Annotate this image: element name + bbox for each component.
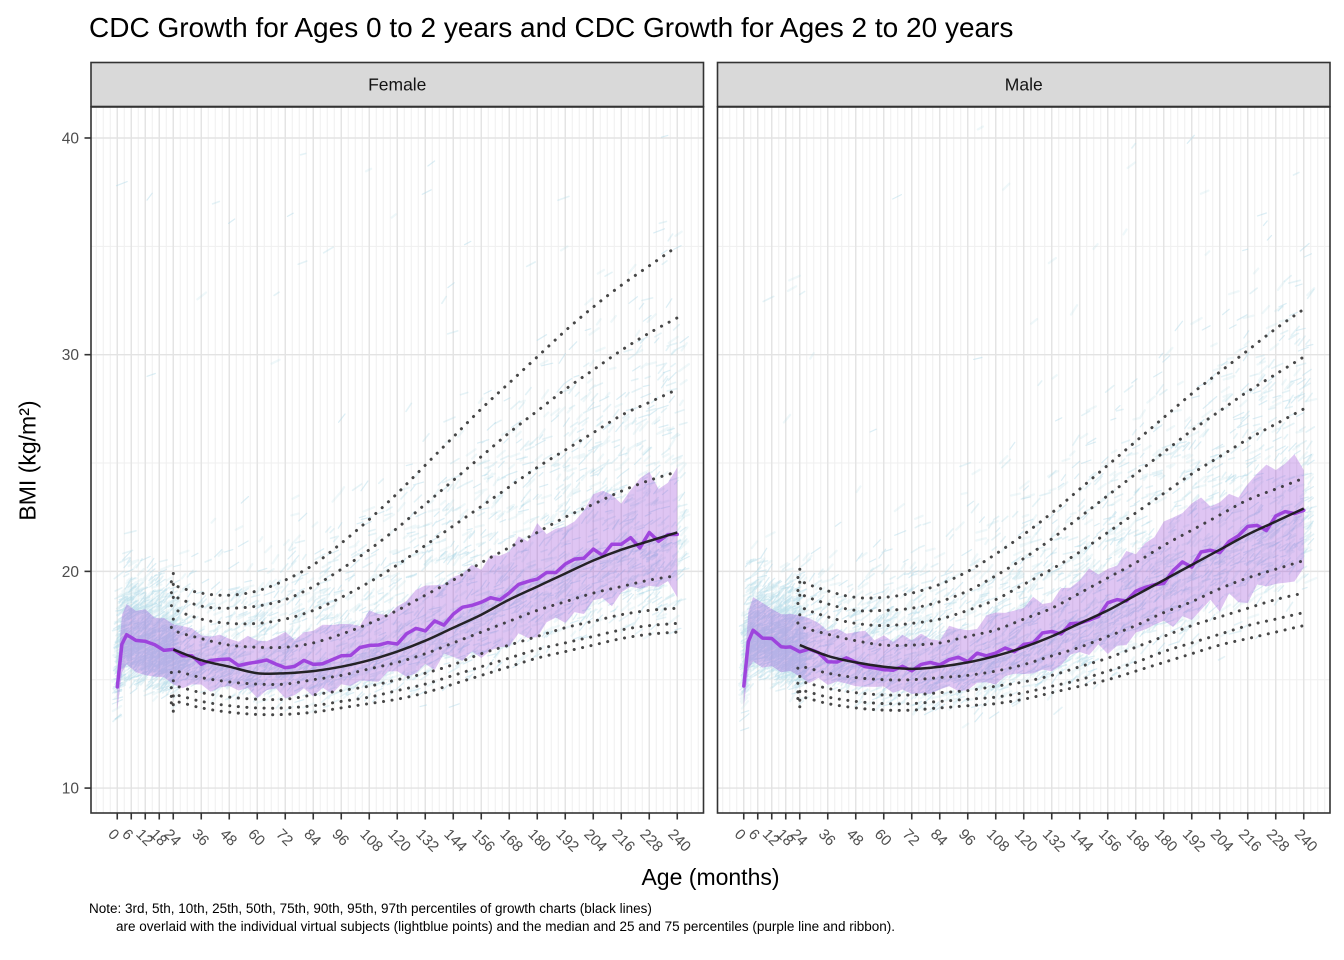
x-tick-label: 48 [843,826,867,850]
x-tick-label: 204 [580,826,610,856]
x-tick-label: 216 [1235,826,1265,856]
x-tick-label: 156 [1095,826,1125,856]
x-tick-label: 132 [412,826,442,856]
x-tick-label: 120 [384,826,414,856]
x-tick-label: 108 [983,826,1013,856]
x-tick-label: 24 [160,826,184,850]
x-tick-label: 204 [1207,826,1237,856]
iqr-ribbon [743,454,1304,707]
cdc-percentile-p75 [796,476,1306,647]
y-tick-label: 20 [62,564,80,581]
cdc-percentile-p97 [796,307,1306,600]
plot-title: CDC Growth for Ages 0 to 2 years and CDC… [89,12,1014,43]
x-tick-label: 72 [899,826,923,850]
x-tick-label: 6 [745,826,763,844]
x-tick-label: 72 [272,826,296,850]
note-line-1: Note: 3rd, 5th, 10th, 25th, 50th, 75th, … [89,901,652,916]
x-tick-label: 0 [731,826,749,844]
x-tick-label: 156 [468,826,498,856]
x-tick-label: 240 [664,826,694,856]
x-tick-label: 192 [1179,826,1209,856]
x-tick-label: 144 [440,826,470,856]
x-tick-label: 228 [1263,826,1293,856]
x-tick-label: 168 [496,826,526,856]
x-tick-label: 180 [1151,826,1181,856]
x-tick-label: 84 [927,826,951,850]
x-tick-label: 180 [524,826,554,856]
cdc-percentile-p3 [796,624,1306,712]
x-tick-label: 96 [955,826,979,850]
virtual-median-line [742,508,1306,688]
cdc-percentile-p95 [796,355,1306,613]
x-tick-label: 36 [188,826,212,850]
note-line-2: are overlaid with the individual virtual… [116,919,895,934]
facet-strip [716,61,1331,108]
virtual-subjects-cloud [738,125,1318,729]
x-tick-label: 36 [815,826,839,850]
iqr-ribbon [117,467,678,711]
x-tick-label: 84 [300,826,324,850]
x-tick-label: 168 [1123,826,1153,856]
x-tick-label: 60 [871,826,895,850]
x-tick-label: 120 [1011,826,1041,856]
x-tick-label: 216 [608,826,638,856]
x-tick-label: 24 [787,826,811,850]
x-axis-title: Age (months) [641,864,780,890]
y-tick-label: 30 [62,347,80,364]
cdc-percentile-p3 [169,630,679,717]
x-tick-label: 60 [244,826,268,850]
y-tick-label: 10 [62,781,80,798]
x-tick-label: 240 [1291,826,1321,856]
x-tick-label: 144 [1067,826,1097,856]
x-tick-label: 0 [104,826,122,844]
x-tick-label: 48 [216,826,240,850]
virtual-median-line [115,530,680,689]
cdc-percentile-p50 [799,507,1305,671]
cdc-percentile-p75 [169,470,679,650]
facet-strip-label: Female [368,75,426,95]
x-tick-label: 228 [636,826,666,856]
cdc-percentile-p5 [169,621,679,710]
x-tick-label: 108 [356,826,386,856]
facet-strip [90,61,705,108]
x-tick-label: 132 [1039,826,1069,856]
facet-strip-label: Male [1005,75,1043,95]
y-tick-label: 40 [62,130,80,147]
x-tick-label: 192 [552,826,582,856]
y-axis-title: BMI (kg/m²) [14,400,41,521]
cdc-percentile-p50 [172,531,678,676]
cdc-percentile-p5 [796,611,1306,706]
x-tick-label: 96 [328,826,352,850]
x-tick-label: 6 [118,826,136,844]
virtual-subjects-cloud [111,134,690,720]
